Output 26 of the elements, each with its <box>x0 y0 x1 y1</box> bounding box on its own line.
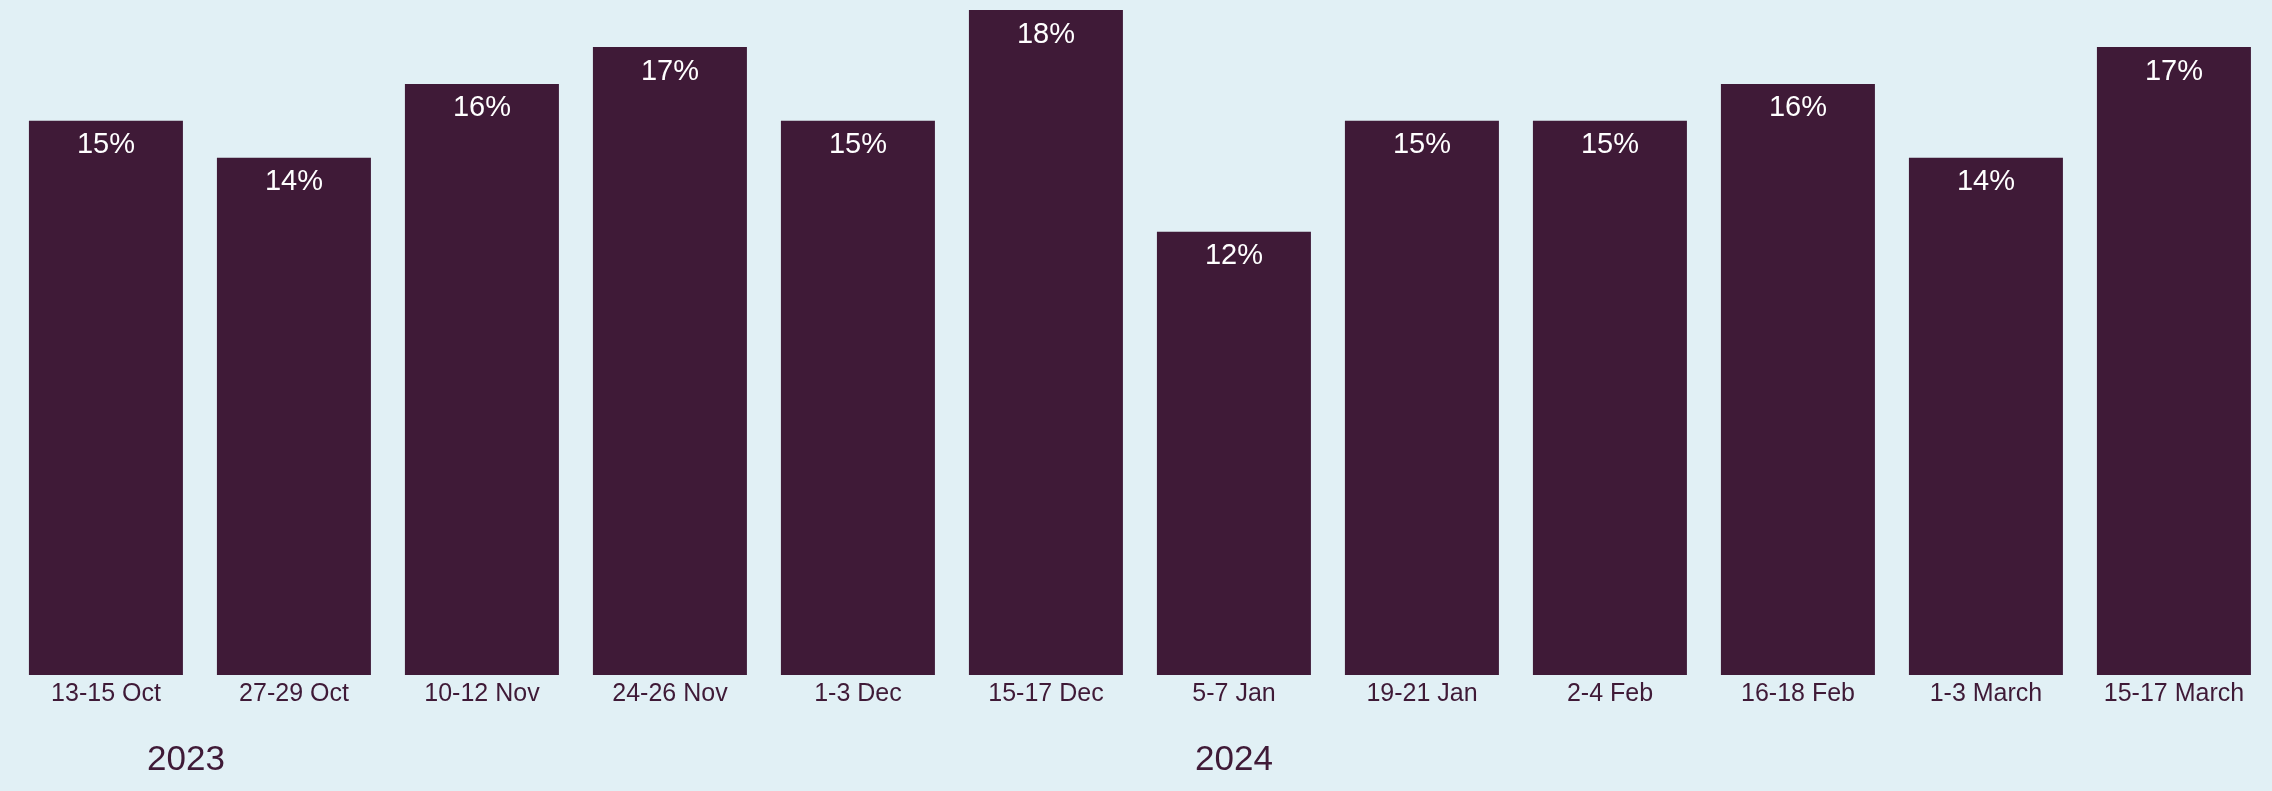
data-label: 17% <box>2144 53 2203 86</box>
x-tick-label: 27-29 Oct <box>239 677 349 706</box>
x-tick-label: 16-18 Feb <box>1741 677 1855 706</box>
x-tick-label: 15-17 March <box>2103 677 2245 706</box>
x-tick-label: 13-15 Oct <box>51 677 161 706</box>
data-label: 16% <box>452 90 511 123</box>
text: 2024 <box>1194 738 1274 778</box>
data-label: 12% <box>1204 238 1263 271</box>
x-tick-label: 1-3 March <box>1929 677 2043 706</box>
data-label: 14% <box>264 164 323 197</box>
data-label: 17% <box>640 53 699 86</box>
text: 2023 <box>146 738 226 778</box>
x-tick-label: 15-17 Dec <box>988 677 1104 706</box>
data-label: 15% <box>76 127 135 160</box>
x-tick-label: 1-3 Dec <box>814 677 902 706</box>
data-label: 16% <box>1768 90 1827 123</box>
data-label: 18% <box>1016 16 1075 49</box>
x-tick-label: 5-7 Jan <box>1192 677 1276 706</box>
x-tick-label: 2-4 Feb <box>1566 677 1654 706</box>
data-label: 15% <box>1392 127 1451 160</box>
x-tick-label: 19-21 Jan <box>1366 677 1478 706</box>
x-tick-label: 24-26 Nov <box>612 677 729 706</box>
data-label: 15% <box>828 127 887 160</box>
data-label: 14% <box>1956 164 2015 197</box>
data-label: 15% <box>1580 127 1639 160</box>
x-tick-label: 10-12 Nov <box>424 677 541 706</box>
